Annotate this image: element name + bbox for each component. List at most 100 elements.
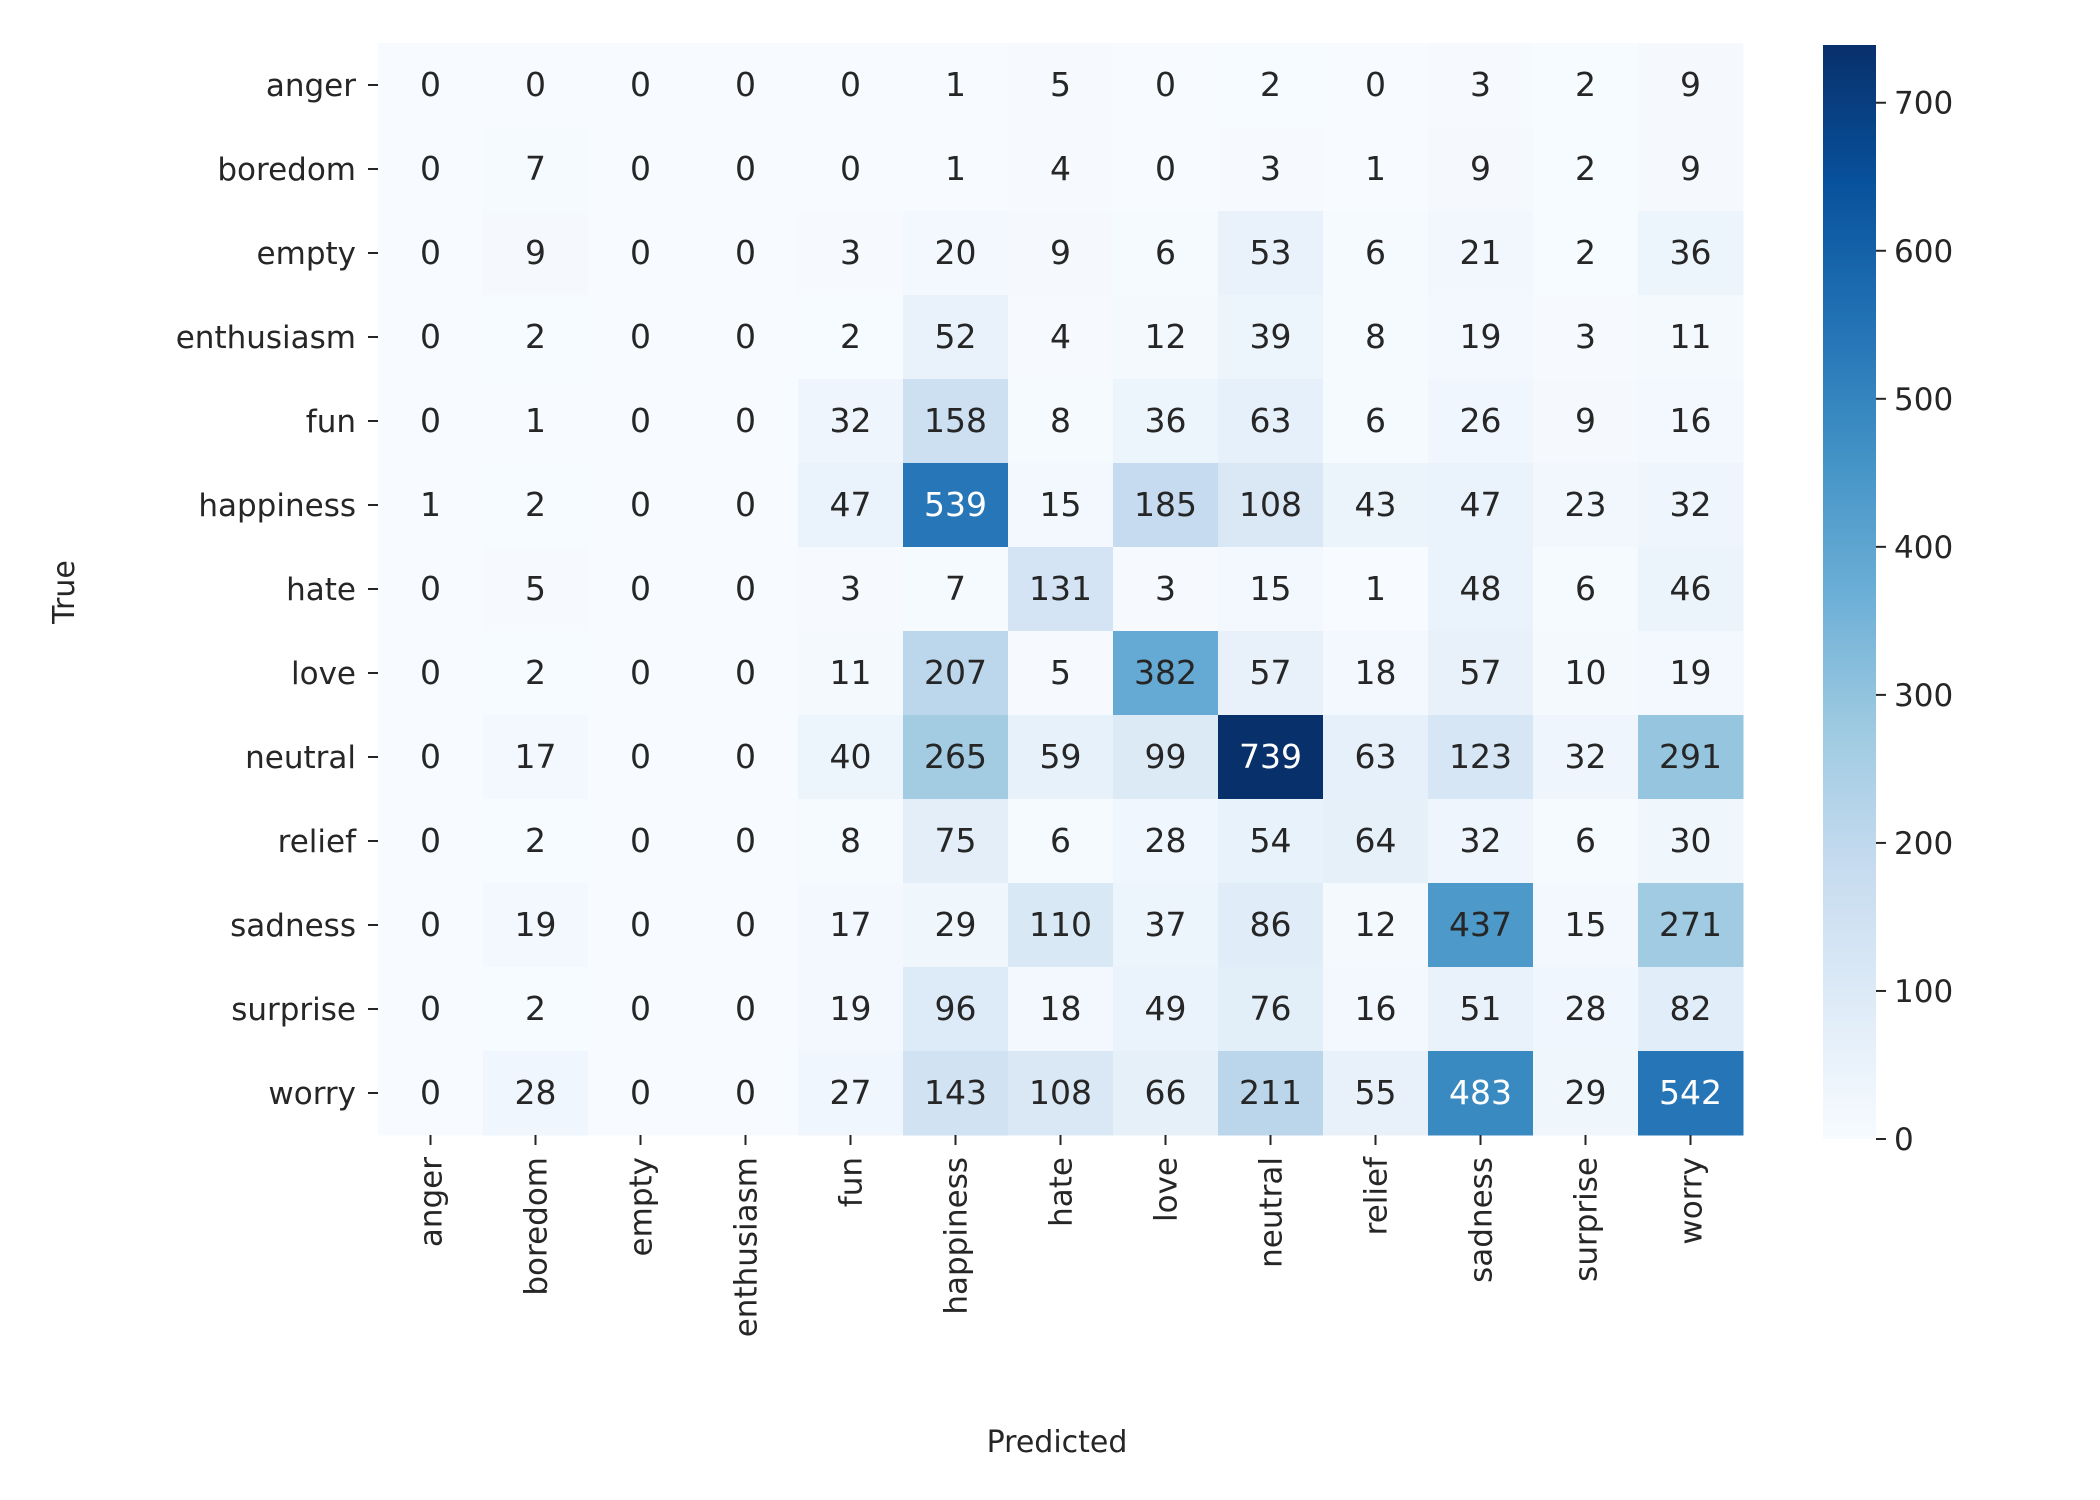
cell-value-label: 3 (1155, 569, 1176, 608)
cell-value-label: 1 (1365, 569, 1386, 608)
heatmap-cell (1638, 379, 1744, 464)
heatmap-cell (1428, 463, 1534, 548)
heatmap-cell (378, 883, 484, 968)
cell-value-label: 0 (840, 149, 861, 188)
heatmap-cell (1113, 631, 1219, 716)
cell-value-label: 76 (1250, 989, 1292, 1028)
heatmap-cell (1533, 211, 1639, 296)
cell-value-label: 5 (1050, 653, 1071, 692)
cell-value-label: 37 (1145, 905, 1187, 944)
cell-value-label: 27 (830, 1073, 872, 1112)
heatmap-cell (1428, 211, 1534, 296)
heatmap-cell (483, 379, 589, 464)
cell-value-label: 7 (525, 149, 546, 188)
heatmap-cell (1533, 295, 1639, 380)
cell-value-label: 48 (1460, 569, 1502, 608)
heatmap-cell (378, 463, 484, 548)
heatmap-cell (903, 1051, 1009, 1136)
heatmap-cell (798, 43, 904, 128)
cell-value-label: 0 (630, 149, 651, 188)
heatmap-cell (1323, 631, 1429, 716)
heatmap-cell (1218, 715, 1324, 800)
heatmap-cell (1428, 379, 1534, 464)
heatmap-cell (693, 547, 799, 632)
cell-value-label: 5 (1050, 65, 1071, 104)
y-tick-label: worry (268, 1076, 356, 1112)
cell-value-label: 59 (1040, 737, 1082, 776)
heatmap-cell (1113, 883, 1219, 968)
heatmap-cell (903, 883, 1009, 968)
cell-value-label: 18 (1040, 989, 1082, 1028)
cell-value-label: 32 (1670, 485, 1712, 524)
colorbar-tick-label: 500 (1894, 382, 1953, 418)
cell-value-label: 0 (735, 317, 756, 356)
heatmap-cell (1218, 379, 1324, 464)
heatmap-cell (1428, 43, 1534, 128)
cell-value-label: 0 (735, 485, 756, 524)
heatmap-cell (1113, 1051, 1219, 1136)
heatmap-cell (1008, 631, 1114, 716)
heatmap-cell (1008, 1051, 1114, 1136)
cell-value-label: 6 (1050, 821, 1071, 860)
cell-value-label: 0 (630, 737, 651, 776)
cell-value-label: 0 (735, 905, 756, 944)
heatmap-cell (1533, 799, 1639, 884)
cell-value-label: 1 (525, 401, 546, 440)
heatmap-cell (1218, 127, 1324, 212)
cell-value-label: 20 (935, 233, 977, 272)
heatmap-cell (693, 463, 799, 548)
heatmap-cell (588, 463, 694, 548)
heatmap-cell (378, 1051, 484, 1136)
heatmap-cell (1638, 43, 1744, 128)
heatmap-cell (798, 211, 904, 296)
heatmap-cell (1323, 547, 1429, 632)
cell-value-label: 0 (420, 989, 441, 1028)
cell-value-label: 0 (735, 653, 756, 692)
heatmap-cell (588, 127, 694, 212)
heatmap-cell (798, 799, 904, 884)
heatmap-cell (1008, 295, 1114, 380)
cell-value-label: 30 (1670, 821, 1712, 860)
heatmap-cell (483, 547, 589, 632)
heatmap-cell (903, 547, 1009, 632)
x-tick-label: worry (1674, 1157, 1710, 1245)
cell-value-label: 0 (630, 989, 651, 1028)
heatmap-cell (378, 379, 484, 464)
heatmap-cell (1533, 547, 1639, 632)
cell-value-label: 0 (420, 905, 441, 944)
cell-value-label: 23 (1565, 485, 1607, 524)
heatmap-cell (588, 547, 694, 632)
heatmap-cell (1323, 967, 1429, 1052)
heatmap-cell (1533, 631, 1639, 716)
cell-value-label: 0 (420, 821, 441, 860)
cell-value-label: 207 (924, 653, 987, 692)
cell-value-label: 66 (1145, 1073, 1187, 1112)
heatmap-cell (798, 127, 904, 212)
cell-value-label: 12 (1145, 317, 1187, 356)
cell-value-label: 1 (1365, 149, 1386, 188)
cell-value-label: 10 (1565, 653, 1607, 692)
heatmap-cell (798, 547, 904, 632)
heatmap-cell (1113, 211, 1219, 296)
cell-annotations: 0 0 0 0 0 1 5 0 2 0 3 2 90 7 0 0 0 1 4 0 3 1 9 2 90 9 0 0 3 20 9 6 53 6 21… (420, 65, 1722, 1112)
heatmap-cell (1008, 43, 1114, 128)
heatmap-cell (903, 127, 1009, 212)
cell-value-label: 4 (1050, 317, 1071, 356)
cell-value-label: 0 (735, 149, 756, 188)
heatmap-cell (588, 967, 694, 1052)
heatmap-cell (1008, 379, 1114, 464)
cell-value-label: 271 (1659, 905, 1722, 944)
heatmap-cell (1428, 883, 1534, 968)
cell-value-label: 18 (1355, 653, 1397, 692)
cell-value-label: 19 (830, 989, 872, 1028)
cell-value-label: 0 (1365, 65, 1386, 104)
y-tick-label: neutral (245, 740, 356, 776)
cell-value-label: 1 (945, 149, 966, 188)
heatmap-cell (1323, 799, 1429, 884)
cell-value-label: 63 (1250, 401, 1292, 440)
cell-value-label: 47 (1460, 485, 1502, 524)
heatmap-cell (1638, 211, 1744, 296)
heatmap-cell (903, 799, 1009, 884)
x-tick-label: sadness (1464, 1157, 1500, 1283)
